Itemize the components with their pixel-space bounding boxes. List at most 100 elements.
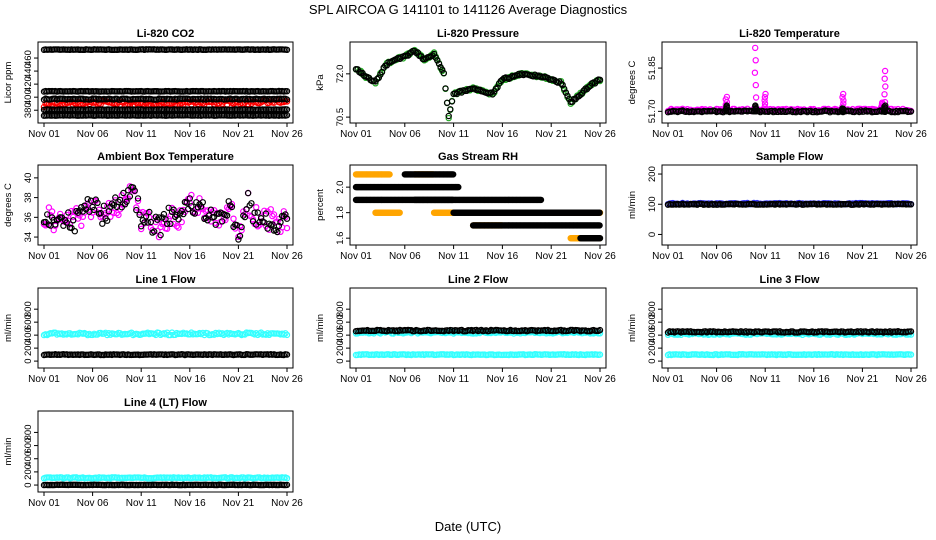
data-point bbox=[175, 224, 182, 231]
data-point bbox=[907, 108, 915, 115]
x-tick-label: Nov 06 bbox=[389, 129, 421, 140]
data-point bbox=[440, 69, 447, 77]
x-tick-label: Nov 26 bbox=[895, 374, 927, 385]
x-axis: Nov 01 Nov 06 Nov 11 Nov 16 Nov 21 Nov 26 bbox=[340, 123, 616, 140]
data-point bbox=[207, 206, 215, 213]
data-point bbox=[882, 83, 889, 90]
data-point bbox=[126, 193, 134, 200]
x-tick-label: Nov 16 bbox=[487, 374, 519, 385]
data-point bbox=[97, 209, 104, 217]
data-point bbox=[272, 226, 279, 234]
data-point bbox=[66, 220, 74, 228]
data-point bbox=[69, 217, 77, 224]
data-point bbox=[254, 209, 261, 216]
data-point bbox=[596, 209, 603, 216]
plot-frame bbox=[37, 164, 294, 246]
data-point bbox=[430, 50, 438, 58]
data-point bbox=[133, 206, 140, 214]
data-point bbox=[65, 209, 72, 216]
panel-title: Li-820 Pressure bbox=[437, 28, 519, 40]
data-point bbox=[434, 57, 441, 64]
panel-title: Ambient Box Temperature bbox=[97, 151, 234, 163]
data-point bbox=[723, 102, 731, 109]
x-tick-label: Nov 26 bbox=[584, 129, 616, 140]
data-point bbox=[839, 93, 846, 101]
y-tick-label: 400 bbox=[335, 327, 346, 343]
y-tick-label: 800 bbox=[23, 301, 34, 317]
data-point bbox=[280, 331, 287, 338]
data-point bbox=[133, 204, 140, 211]
y-tick-label: 800 bbox=[647, 301, 658, 317]
y-axis-label: ml/min bbox=[3, 314, 14, 342]
y-tick-label: 0 bbox=[647, 232, 658, 237]
data-point bbox=[137, 225, 145, 233]
data-point bbox=[439, 66, 446, 73]
data-point bbox=[167, 220, 174, 227]
data-point bbox=[240, 212, 247, 219]
data-point bbox=[283, 331, 291, 339]
x-tick-label: Nov 11 bbox=[438, 129, 469, 140]
y-tick-label: 400 bbox=[23, 327, 34, 343]
data-point bbox=[235, 236, 242, 243]
data-point bbox=[283, 111, 291, 119]
data-point bbox=[44, 211, 51, 218]
data-point bbox=[131, 187, 138, 194]
data-point bbox=[375, 74, 382, 82]
x-tick-label: Nov 06 bbox=[77, 251, 109, 262]
data-point bbox=[752, 81, 760, 89]
data-point bbox=[596, 234, 604, 242]
x-tick-label: Nov 06 bbox=[701, 129, 733, 140]
data-point bbox=[881, 91, 888, 98]
data-point bbox=[840, 90, 847, 98]
data-point bbox=[142, 213, 150, 220]
data-point bbox=[596, 326, 604, 334]
series-line-1-flow-range- bbox=[40, 329, 291, 339]
x-axis: Nov 01 Nov 06 Nov 11 Nov 16 Nov 21 Nov 26 bbox=[652, 368, 927, 385]
y-axis-label: kPa bbox=[315, 74, 326, 91]
y-tick-label: 400 bbox=[23, 89, 34, 105]
data-point bbox=[752, 102, 759, 109]
x-tick-label: Nov 01 bbox=[28, 129, 60, 140]
series-line-2-flow bbox=[352, 326, 604, 335]
data-point bbox=[494, 84, 501, 91]
x-tick-label: Nov 01 bbox=[652, 129, 684, 140]
y-tick-label: 600 bbox=[647, 314, 658, 330]
data-point bbox=[283, 224, 291, 232]
y-axis: 1.61.82.0 bbox=[335, 181, 350, 245]
y-tick-label: 380 bbox=[23, 102, 34, 118]
y-tick-label: 440 bbox=[23, 63, 34, 79]
data-point bbox=[283, 87, 291, 95]
series-temperature bbox=[664, 102, 915, 116]
data-point bbox=[262, 210, 270, 217]
data-point bbox=[283, 96, 291, 103]
data-point bbox=[55, 215, 62, 223]
plot-frame bbox=[37, 287, 294, 369]
data-point bbox=[275, 222, 283, 230]
x-tick-label: Nov 21 bbox=[535, 374, 567, 385]
series-sample-flow bbox=[664, 200, 915, 208]
data-point bbox=[761, 97, 768, 104]
data-point bbox=[178, 207, 185, 215]
data-point bbox=[266, 220, 273, 227]
data-point bbox=[136, 211, 143, 218]
data-point bbox=[150, 228, 158, 235]
y-tick-label: 2.0 bbox=[335, 181, 346, 194]
data-point bbox=[120, 189, 127, 197]
y-axis: 70.572.0 bbox=[335, 65, 350, 126]
data-point bbox=[487, 89, 495, 96]
series-line-3-flow bbox=[664, 328, 915, 336]
panel-title: Gas Stream RH bbox=[438, 151, 518, 163]
data-point bbox=[257, 214, 265, 222]
series-zero-reference bbox=[40, 111, 291, 119]
data-point bbox=[196, 195, 203, 202]
series-low-reference bbox=[40, 106, 291, 114]
data-point bbox=[78, 222, 85, 229]
series-line-4-flow bbox=[40, 481, 291, 489]
x-tick-label: Nov 16 bbox=[174, 251, 206, 262]
